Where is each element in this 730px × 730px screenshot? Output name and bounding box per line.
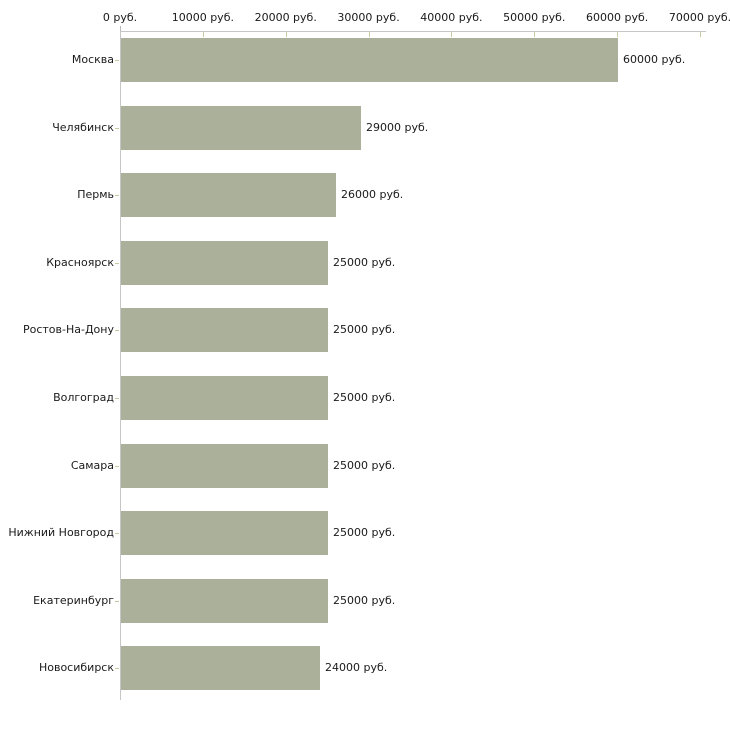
bar <box>121 511 328 556</box>
x-axis-tick-label: 20000 руб. <box>254 11 317 24</box>
x-axis-tick-label: 70000 руб. <box>668 11 730 24</box>
bar-value-label: 29000 руб. <box>366 120 429 134</box>
category-tick <box>115 398 119 399</box>
bar-value-label: 25000 руб. <box>333 593 396 607</box>
x-axis-tick <box>285 32 287 37</box>
x-axis-tick-label: 30000 руб. <box>337 11 400 24</box>
category-tick <box>115 195 119 197</box>
category-tick <box>115 533 119 535</box>
category-tick <box>115 600 119 602</box>
x-axis-tick-label: 60000 руб. <box>586 11 649 24</box>
category-label: Челябинск <box>52 120 114 134</box>
category-label: Новосибирск <box>38 661 114 675</box>
category-tick <box>115 330 119 332</box>
x-axis-line <box>120 31 706 32</box>
bar-value-label: 26000 руб. <box>341 188 404 202</box>
category-label: Нижний Новгород <box>8 526 114 540</box>
category-label: Москва <box>71 53 114 66</box>
category-label: Екатеринбург <box>33 593 114 607</box>
category-label: Красноярск <box>46 255 114 269</box>
category-label: Самара <box>70 458 114 472</box>
x-axis-tick <box>451 32 453 37</box>
x-axis-tick-label: 0 руб. <box>102 11 138 24</box>
x-axis-tick <box>202 32 204 37</box>
bar <box>121 443 328 488</box>
bar <box>121 308 328 353</box>
category-label: Пермь <box>77 188 114 202</box>
x-axis-tick-label: 50000 руб. <box>503 11 566 24</box>
bar-value-label: 60000 руб. <box>623 53 686 66</box>
category-tick <box>115 60 119 61</box>
bar-value-label: 25000 руб. <box>333 323 396 337</box>
x-axis-tick <box>617 32 619 37</box>
bar-value-label: 24000 руб. <box>325 661 388 675</box>
bar-value-label: 25000 руб. <box>333 255 396 269</box>
x-axis-tick <box>368 32 370 37</box>
bar <box>121 240 328 285</box>
bar <box>121 376 328 420</box>
x-axis-tick <box>700 32 701 37</box>
category-tick <box>115 127 119 129</box>
x-axis-tick <box>120 26 121 31</box>
category-tick <box>115 465 119 467</box>
category-label: Ростов-На-Дону <box>22 323 114 337</box>
bar <box>121 105 361 150</box>
category-tick <box>115 668 119 670</box>
y-axis-line <box>120 31 121 700</box>
bar-value-label: 25000 руб. <box>333 526 396 540</box>
bar-value-label: 25000 руб. <box>333 391 396 404</box>
category-label: Волгоград <box>53 391 114 404</box>
bar <box>121 38 618 82</box>
bar <box>121 173 336 218</box>
bar-value-label: 25000 руб. <box>333 458 396 472</box>
category-tick <box>115 262 119 264</box>
x-axis-tick <box>534 32 536 37</box>
x-axis-tick-label: 10000 руб. <box>171 11 234 24</box>
bar <box>121 646 320 691</box>
x-axis-tick-label: 40000 руб. <box>420 11 483 24</box>
bar <box>121 578 328 623</box>
